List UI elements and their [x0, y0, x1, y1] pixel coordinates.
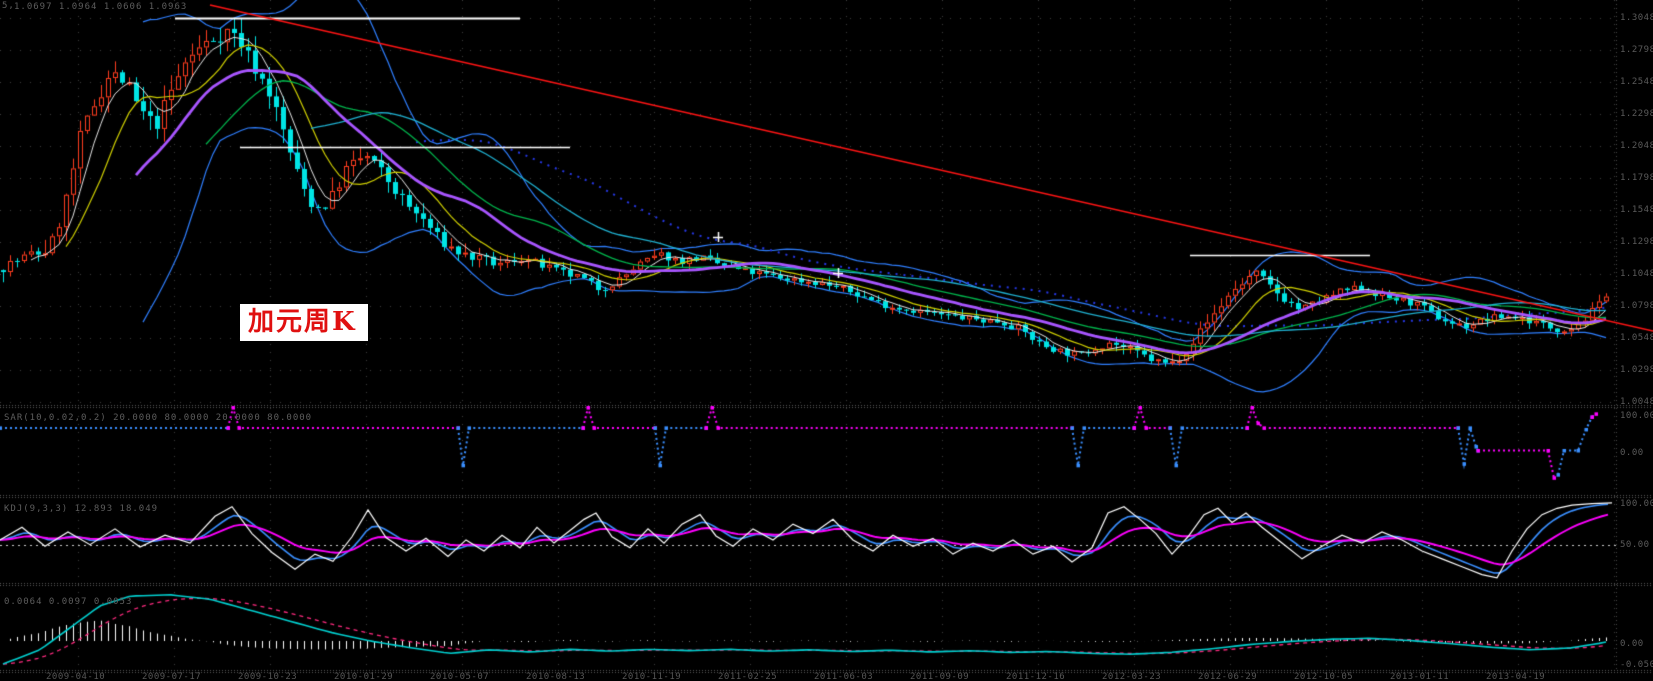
panel2-axis-label: 0.00 — [1620, 448, 1644, 458]
date-axis-label: 2009-04-10 — [46, 672, 106, 681]
date-axis-label: 2012-10-05 — [1294, 672, 1354, 681]
price-axis-label: 1.0048 — [1620, 397, 1653, 407]
date-axis-label: 2011-06-03 — [814, 672, 874, 681]
date-axis-label: 2011-02-25 — [718, 672, 778, 681]
panel3-axis-label: 100.00 — [1620, 499, 1653, 509]
panel3-indicator-label: KDJ(9,3,3) 12.893 18.049 — [4, 504, 159, 514]
price-axis-label: 1.2048 — [1620, 141, 1653, 151]
price-axis-label: 1.1298 — [1620, 237, 1653, 247]
price-axis-label: 1.0798 — [1620, 301, 1653, 311]
date-axis-label: 2010-05-07 — [430, 672, 490, 681]
date-axis-label: 2010-01-29 — [334, 672, 394, 681]
price-axis-label: 1.0298 — [1620, 365, 1653, 375]
panel2-indicator-label: SAR(10,0.02,0.2) 20.0000 80.0000 20.0000… — [4, 413, 313, 423]
price-axis-label: 1.1798 — [1620, 173, 1653, 183]
price-axis-label: 1.0548 — [1620, 333, 1653, 343]
price-axis-label: 1.2798 — [1620, 45, 1653, 55]
panel4-axis-label: 0.00 — [1620, 639, 1644, 649]
date-axis-label: 2012-06-29 — [1198, 672, 1258, 681]
date-axis-label: 2010-11-19 — [622, 672, 682, 681]
panel4-indicator-label: 0.0064 0.0097 0.0053 — [4, 597, 133, 607]
price-axis-label: 1.2298 — [1620, 109, 1653, 119]
panel3-axis-label: 50.00 — [1620, 540, 1650, 550]
date-axis-label: 2013-04-19 — [1486, 672, 1546, 681]
panel4-axis-label: -0.0500 — [1620, 660, 1653, 670]
panel2-axis-label: 100.00 — [1620, 411, 1653, 421]
ohlc-readout: 1.0697 1.0964 1.0606 1.0963 — [14, 2, 188, 12]
date-axis-label: 2012-03-23 — [1102, 672, 1162, 681]
price-axis-label: 1.1548 — [1620, 205, 1653, 215]
date-axis-label: 2011-09-09 — [910, 672, 970, 681]
price-axis-label: 1.3048 — [1620, 13, 1653, 23]
date-axis-label: 2011-12-16 — [1006, 672, 1066, 681]
date-axis-label: 2009-07-17 — [142, 672, 202, 681]
date-axis-label: 2013-01-11 — [1390, 672, 1450, 681]
chart-title-annotation[interactable]: 加元周K — [240, 304, 368, 341]
price-axis-label: 1.2548 — [1620, 77, 1653, 87]
tool-glyph: 5, — [2, 1, 15, 11]
price-axis-label: 1.1048 — [1620, 269, 1653, 279]
date-axis-label: 2010-08-13 — [526, 672, 586, 681]
date-axis-label: 2009-10-23 — [238, 672, 298, 681]
